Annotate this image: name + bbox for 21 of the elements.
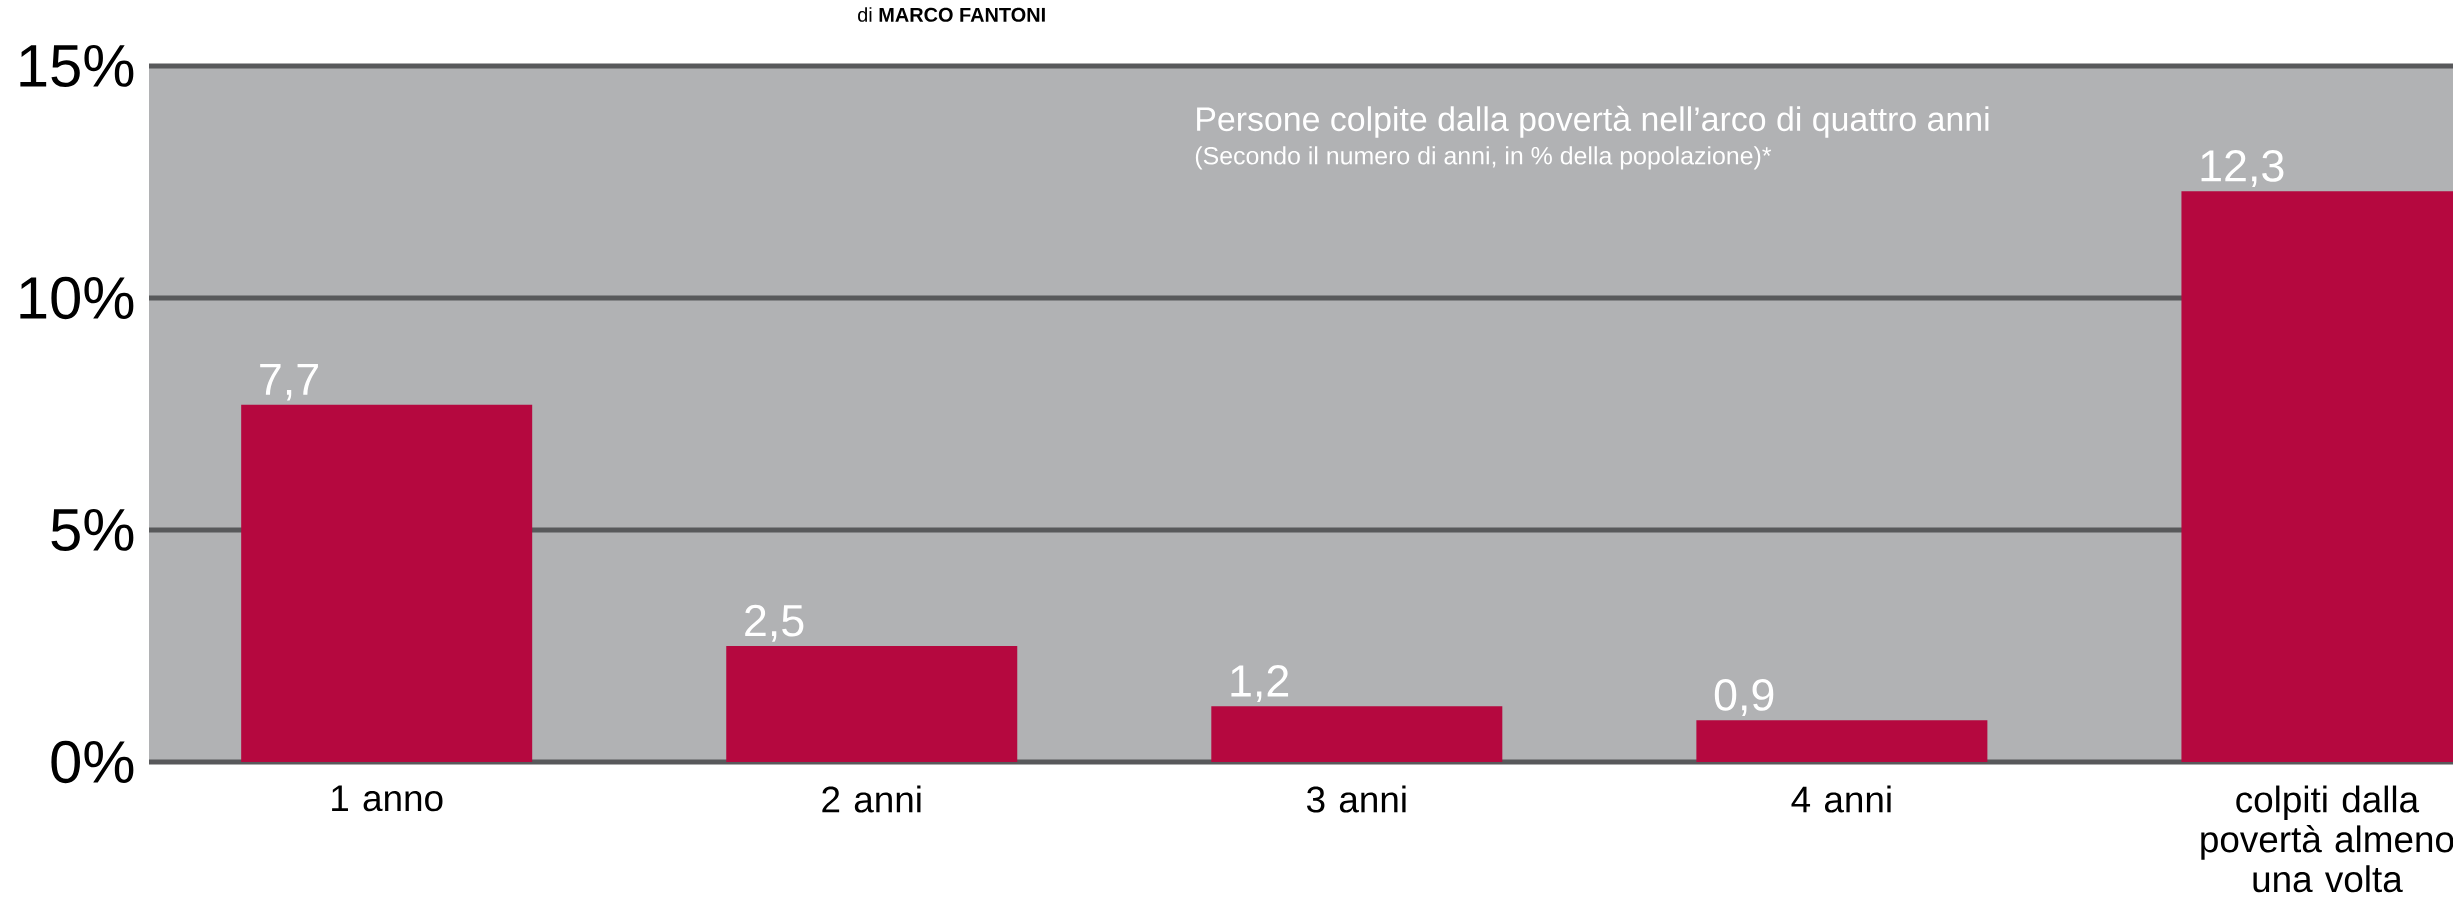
data-label: 7,7 xyxy=(260,363,318,401)
y-tick-label: 10% xyxy=(20,276,134,320)
y-tick-label: 0% xyxy=(51,740,134,784)
text: (Secondo il numero di anni, in % della popolazione)* xyxy=(1195,146,1772,170)
bar xyxy=(1211,706,1503,762)
y-tick-label: 15% xyxy=(20,44,134,88)
bar xyxy=(241,404,533,762)
text: di MARCO FANTONI xyxy=(858,7,1045,22)
bar xyxy=(726,646,1018,762)
x-tick-label: 3 anni xyxy=(1306,785,1406,813)
y-tick-label: 5% xyxy=(51,508,134,552)
x-tick-label: colpiti dalla povertà almeno una volta xyxy=(2201,785,2453,893)
text: Persone colpite dalla povertà nell’arco di quattro anni xyxy=(1197,105,1989,138)
x-tick-label: 4 anni xyxy=(1791,785,1891,813)
data-label: 2,5 xyxy=(745,604,804,642)
data-label: 1,2 xyxy=(1231,665,1289,703)
x-tick-label: 2 anni xyxy=(822,785,921,813)
data-label: 12,3 xyxy=(2201,150,2284,188)
data-label: 0,9 xyxy=(1714,679,1774,717)
bar xyxy=(1696,720,1988,762)
x-tick-label: 1 anno xyxy=(332,785,443,812)
